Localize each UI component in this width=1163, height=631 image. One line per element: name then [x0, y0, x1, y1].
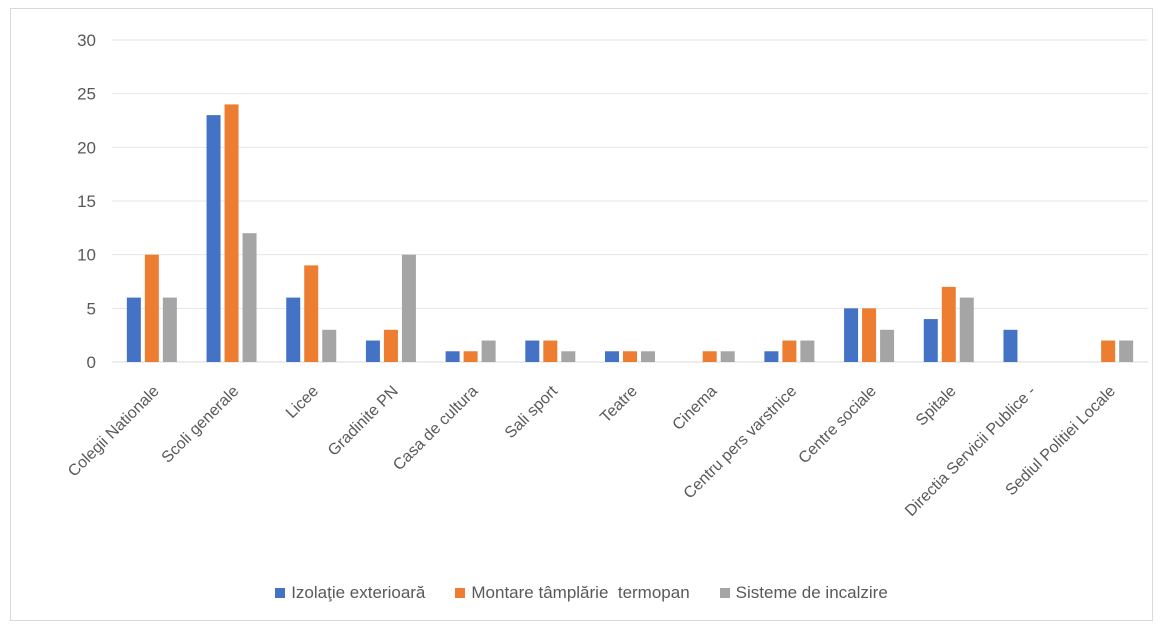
- bar: [224, 104, 239, 363]
- bar: [365, 340, 380, 362]
- bar: [782, 340, 797, 362]
- x-category-label: Gradinite PN: [325, 383, 402, 460]
- bar: [242, 233, 257, 362]
- bar: [322, 329, 337, 362]
- bar: [401, 254, 416, 362]
- y-tick-label: 30: [77, 31, 96, 50]
- bar: [162, 297, 177, 362]
- legend-swatch-tamplarie: [455, 588, 466, 598]
- bar: [543, 340, 558, 362]
- y-tick-label: 0: [87, 353, 96, 372]
- bars: [126, 104, 1134, 363]
- bar: [959, 297, 974, 362]
- bar: [1003, 329, 1018, 362]
- legend-item-incalzire: Sisteme de incalzire: [719, 583, 888, 603]
- bar: [623, 351, 637, 362]
- bar: [144, 254, 159, 362]
- bar: [844, 308, 859, 362]
- bar: [923, 319, 938, 362]
- x-category-label: Directia Servicii Publice -: [902, 383, 1039, 520]
- bar: [481, 340, 496, 362]
- y-tick-label: 15: [77, 192, 96, 211]
- y-tick-label: 10: [77, 246, 96, 265]
- legend-label-tamplarie: Montare tâmplărie termopan: [471, 583, 690, 602]
- bar: [1101, 340, 1116, 362]
- bar: [463, 351, 478, 362]
- bar: [720, 351, 735, 362]
- bar: [445, 351, 460, 362]
- bar: [561, 351, 576, 362]
- legend-label-incalzire: Sisteme de incalzire: [735, 583, 888, 602]
- x-category-label: Colegii Nationale: [65, 383, 163, 481]
- y-axis-ticks: 0 5 10 15 20 25 30: [77, 31, 96, 372]
- y-tick-label: 5: [87, 299, 96, 318]
- gridlines: [112, 39, 1148, 363]
- bar: [126, 297, 141, 362]
- bar: [206, 115, 221, 362]
- x-category-label: Sali sport: [502, 382, 562, 442]
- y-tick-label: 20: [77, 138, 96, 157]
- x-category-label: Centre sociale: [796, 383, 880, 467]
- bar: [641, 351, 655, 362]
- legend-item-tamplarie: Montare tâmplărie termopan: [455, 583, 690, 603]
- bar: [764, 351, 779, 362]
- bar: [286, 297, 301, 362]
- bar: [605, 351, 619, 362]
- bar: [800, 340, 815, 362]
- legend-swatch-izolatie: [275, 588, 286, 598]
- legend: Izolaţie exterioară Montare tâmplărie te…: [0, 583, 1163, 603]
- bar: [383, 329, 398, 362]
- bar: [880, 329, 895, 362]
- bar: [862, 308, 877, 362]
- y-tick-label: 25: [77, 85, 96, 104]
- x-category-label: Licee: [283, 383, 322, 422]
- bar: [941, 286, 956, 362]
- legend-swatch-incalzire: [719, 588, 730, 598]
- x-category-label: Cinema: [670, 383, 721, 434]
- x-category-label: Spitale: [913, 383, 960, 430]
- x-category-label: Scoli generale: [159, 383, 243, 467]
- x-category-label: Teatre: [597, 383, 641, 427]
- legend-label-izolatie: Izolaţie exterioară: [291, 583, 426, 602]
- bar: [525, 340, 540, 362]
- bar: [304, 265, 319, 362]
- bar: [1119, 340, 1134, 362]
- legend-item-izolatie: Izolaţie exterioară: [275, 583, 425, 603]
- bar: [702, 351, 717, 362]
- x-category-label: Casa de cultura: [390, 383, 481, 474]
